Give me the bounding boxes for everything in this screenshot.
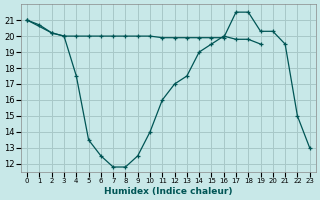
X-axis label: Humidex (Indice chaleur): Humidex (Indice chaleur) [104,187,233,196]
